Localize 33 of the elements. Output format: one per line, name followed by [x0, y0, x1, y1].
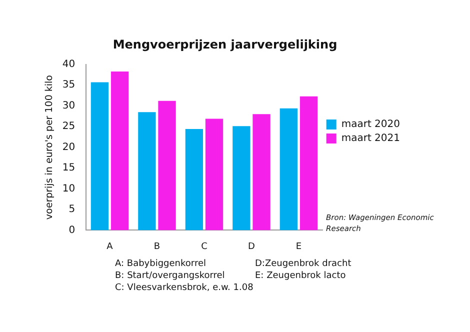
bar — [252, 114, 270, 230]
y-tick-label: 20 — [62, 142, 76, 153]
y-tick-label: 10 — [62, 183, 76, 194]
x-tick-label: C — [201, 242, 208, 252]
y-tick-label: 5 — [68, 204, 76, 216]
text: D:Zeugenbrok dracht — [255, 258, 352, 270]
x-tick-label: B — [154, 242, 160, 252]
legend-label: maart 2021 — [341, 133, 400, 144]
bar — [138, 112, 156, 230]
y-tick-label: 0 — [68, 224, 76, 236]
y-tick-label: 40 — [62, 58, 76, 70]
text: C: Vleesvarkensbrok, e.w. 1.08 — [115, 282, 254, 294]
text: E: Zeugenbrok lacto — [255, 270, 347, 282]
y-tick-label: 15 — [62, 162, 76, 174]
x-tick-label: A — [106, 242, 114, 252]
bar — [110, 71, 129, 230]
text: A: Babybiggenkorrel — [115, 258, 207, 270]
x-tick-label: E — [296, 242, 302, 252]
bar — [280, 108, 298, 230]
bar — [300, 96, 318, 230]
chart-title: Mengvoerprijzen jaarvergelijking — [112, 37, 338, 52]
bar — [232, 126, 250, 230]
bar — [158, 100, 176, 230]
y-tick-label: 35 — [62, 80, 76, 91]
bar — [185, 129, 204, 230]
x-tick-label: D — [248, 242, 256, 252]
text: B: Start/overgangskorrel — [115, 270, 226, 282]
y-tick-label: 25 — [62, 121, 76, 132]
bar — [205, 118, 224, 230]
y-axis-title: voerprijs in euro's per 100 kilo — [44, 74, 56, 220]
bar — [90, 82, 109, 230]
y-tick-label: 30 — [62, 100, 76, 112]
legend-label: maart 2020 — [341, 119, 400, 130]
